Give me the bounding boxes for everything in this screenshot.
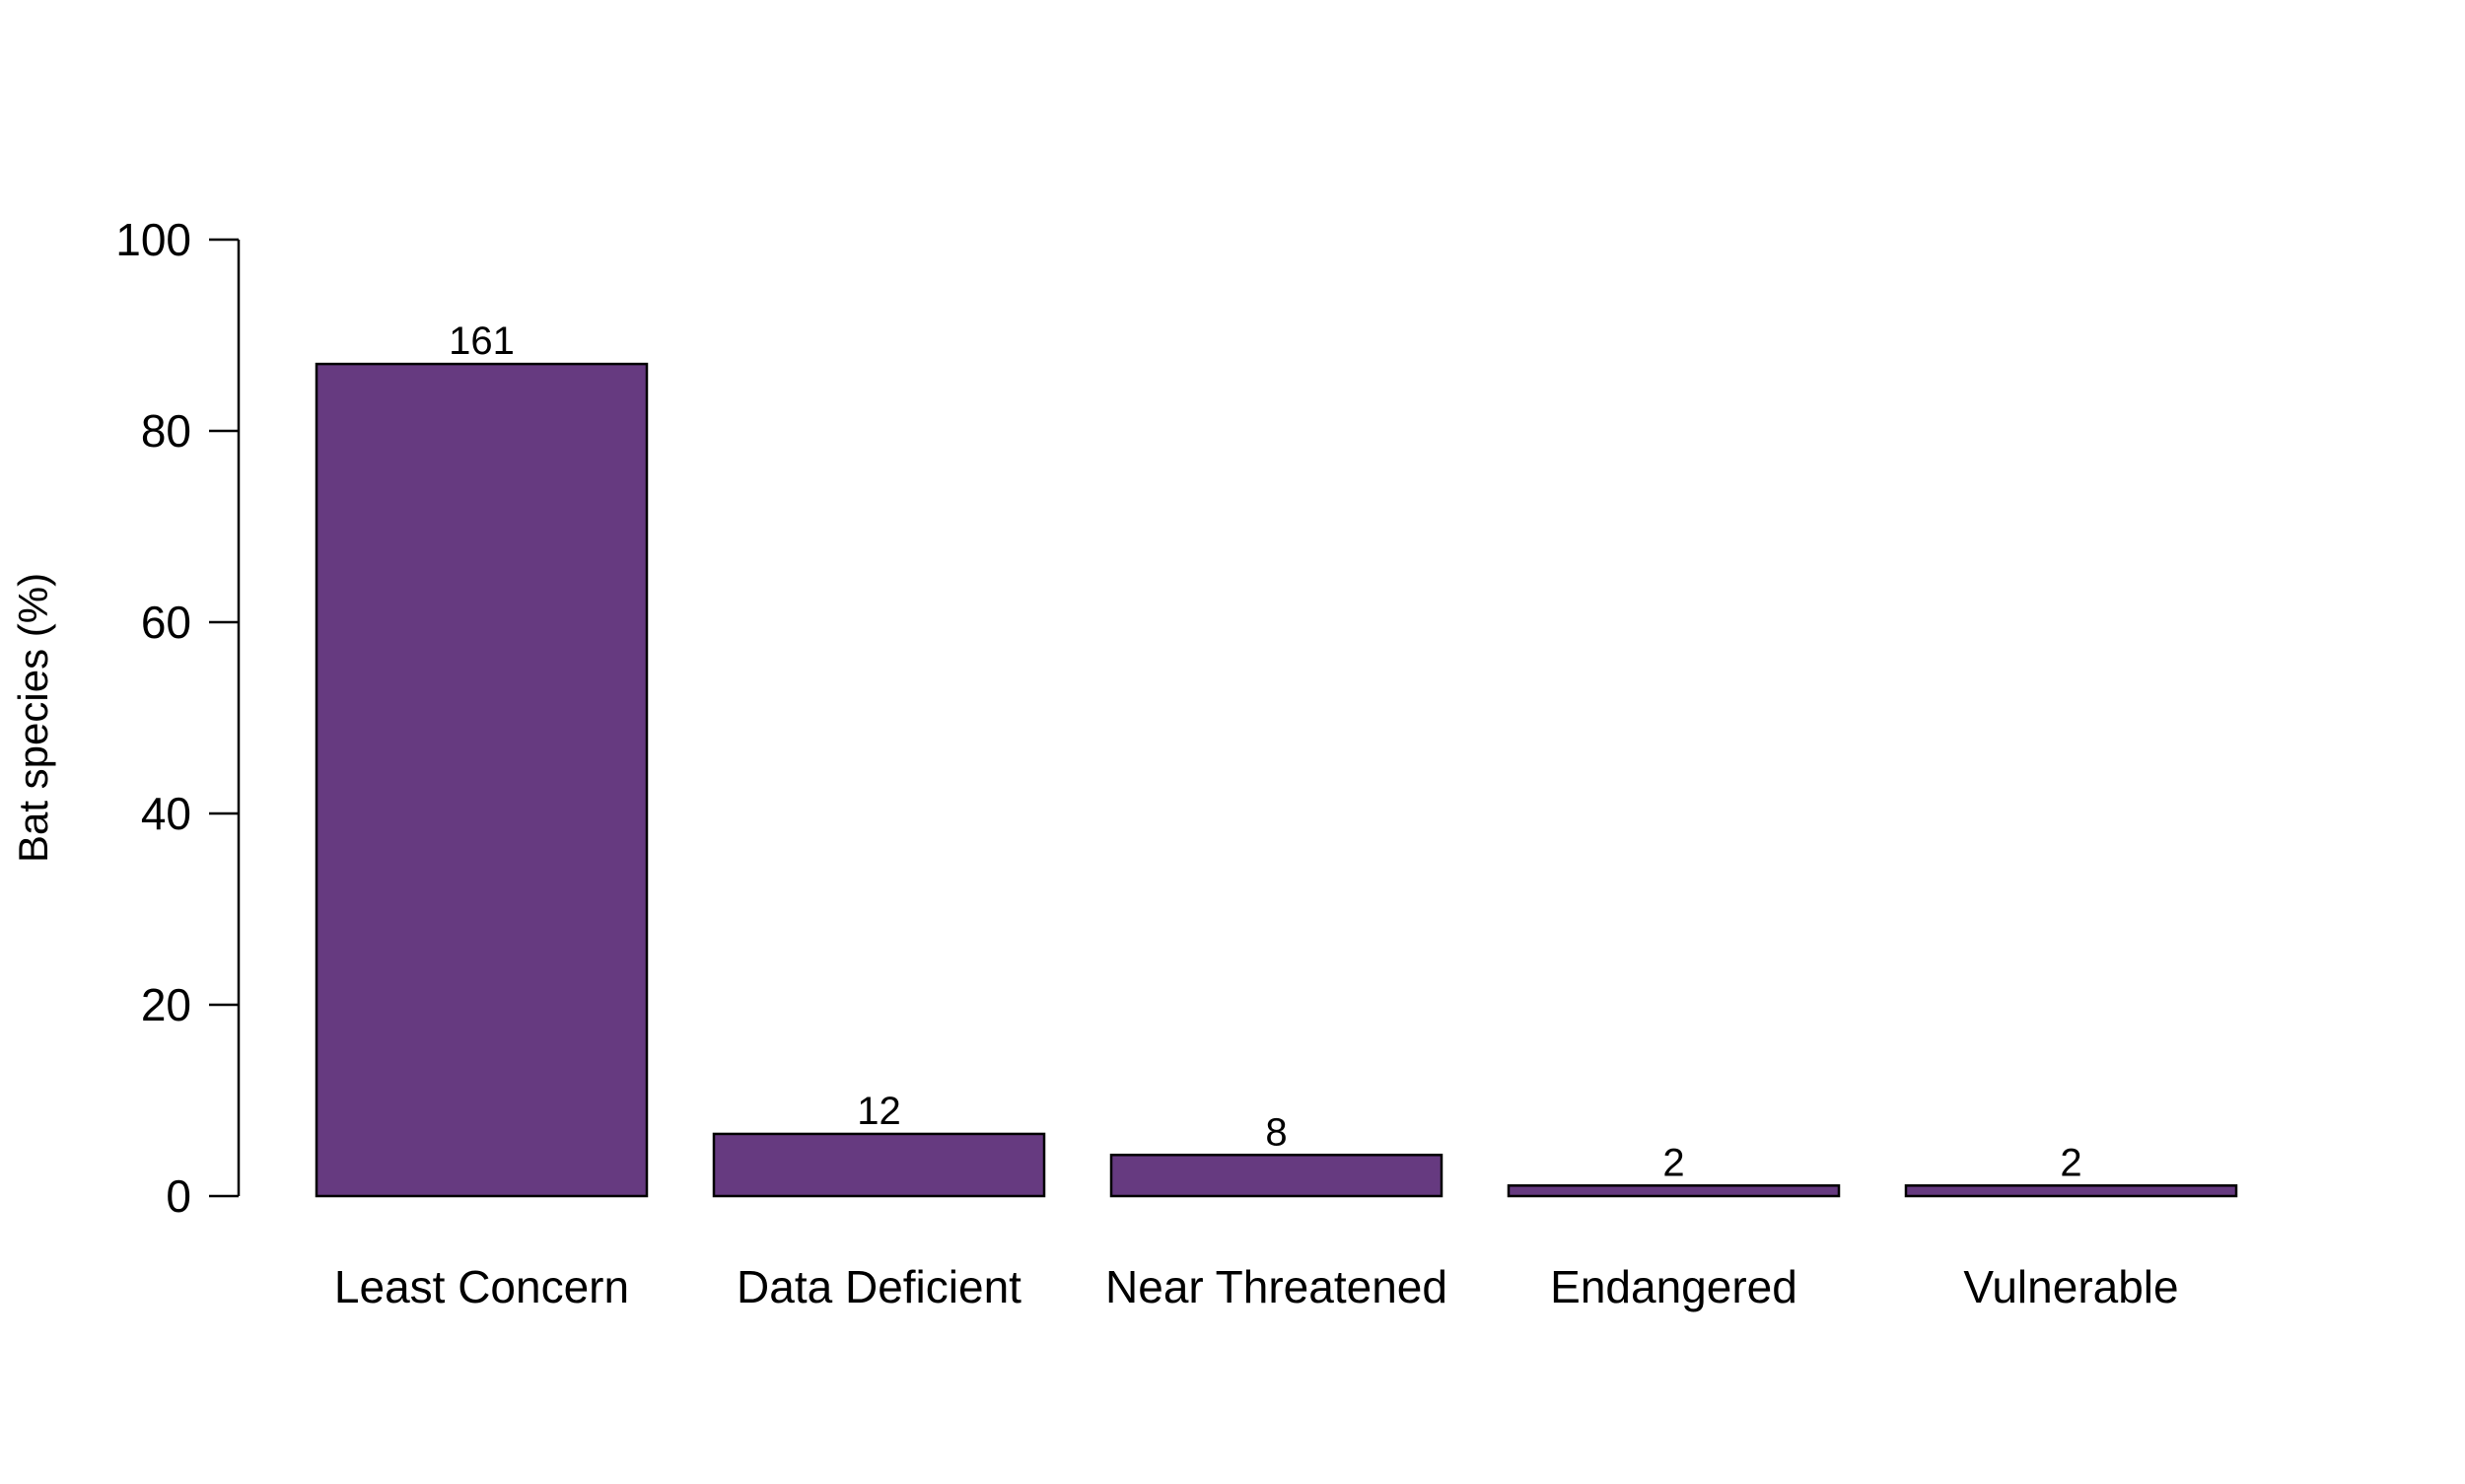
- x-category-label: Near Threatened: [1105, 1261, 1447, 1312]
- bar-value-label: 12: [857, 1090, 901, 1133]
- bar-data-deficient: [712, 1132, 1046, 1198]
- x-category-label: Vulnerable: [1963, 1261, 2178, 1312]
- data-labels: 161 12 8 2 2: [449, 319, 2082, 1184]
- y-axis-title: Bat species (%): [10, 573, 56, 863]
- x-category-label: Data Deficient: [737, 1261, 1021, 1312]
- y-tick-label: 100: [115, 214, 191, 265]
- y-tick-label: 20: [141, 979, 191, 1030]
- bar-value-label: 8: [1265, 1110, 1287, 1154]
- x-axis-labels: Least Concern Data Deficient Near Threaten…: [334, 1261, 2179, 1312]
- bar-least-concern: [315, 362, 649, 1198]
- bars: [315, 362, 2238, 1198]
- bar-near-threatened: [1109, 1154, 1444, 1198]
- bar-value-label: 2: [2060, 1141, 2081, 1184]
- y-tick-label: 0: [166, 1170, 191, 1222]
- y-tick-label: 80: [141, 405, 191, 457]
- x-category-label: Least Concern: [334, 1261, 629, 1312]
- bar-value-label: 2: [1662, 1141, 1684, 1184]
- x-category-label: Endangered: [1550, 1261, 1797, 1312]
- y-tick-label: 40: [141, 788, 191, 839]
- bar-vulnerable: [1904, 1184, 2238, 1198]
- bar-value-label: 161: [449, 319, 515, 363]
- y-tick-label: 60: [141, 597, 191, 648]
- y-axis: 0 20 40 60 80 100: [115, 214, 241, 1222]
- bar-endangered: [1507, 1184, 1841, 1198]
